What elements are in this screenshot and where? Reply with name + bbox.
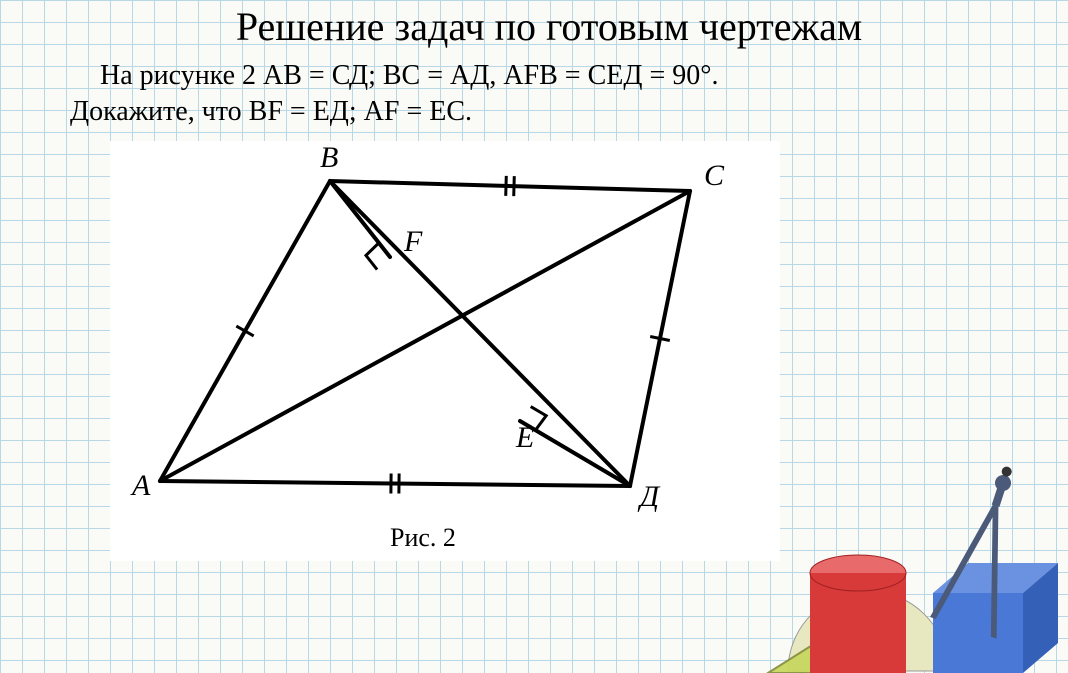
geometry-diagram: A B C Д F E Рис. 2 — [110, 141, 780, 561]
page-title: Решение задач по готовым чертежам — [70, 4, 1028, 50]
problem-text: На рисунке 2 АВ = СД; ВС = АД, АFB = СЕД… — [70, 58, 1028, 131]
svg-text:B: B — [320, 141, 338, 174]
figure-container: A B C Д F E Рис. 2 — [110, 141, 780, 561]
problem-line-2: Докажите, что BF = EД; AF = EC. — [70, 96, 472, 127]
problem-line-1: На рисунке 2 АВ = СД; ВС = АД, АFB = СЕД… — [100, 60, 718, 91]
svg-text:F: F — [403, 225, 423, 258]
decorative-shapes — [728, 453, 1068, 673]
svg-text:Рис. 2: Рис. 2 — [390, 523, 456, 552]
svg-text:Д: Д — [637, 480, 661, 513]
svg-text:A: A — [130, 469, 151, 502]
svg-text:C: C — [704, 159, 725, 192]
svg-text:E: E — [515, 421, 534, 454]
